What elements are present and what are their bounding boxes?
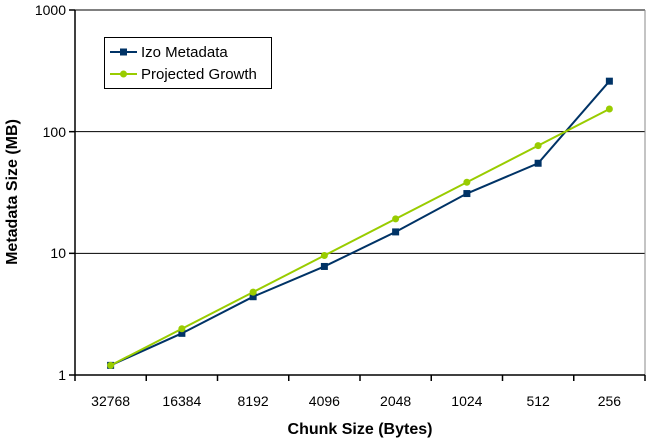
data-marker-circle: [463, 178, 471, 186]
data-marker-square: [178, 329, 186, 337]
y-tick-label: 1: [58, 367, 66, 383]
x-tick-label: 1024: [451, 393, 483, 409]
x-axis-title: Chunk Size (Bytes): [287, 421, 433, 438]
series-line-1: [110, 108, 610, 367]
data-marker-circle: [392, 215, 400, 223]
x-tick-label: 8192: [237, 393, 269, 409]
legend-swatch-circle-icon: [110, 70, 137, 78]
legend-marker-square: [120, 48, 127, 56]
legend-item: Izo Metadata: [109, 41, 267, 63]
legend-item: Projected Growth: [109, 63, 267, 85]
legend-swatch-square-icon: [110, 48, 137, 56]
series-line-0: [110, 80, 611, 367]
data-marker-circle: [605, 105, 613, 113]
y-tick-label: 10: [50, 245, 66, 262]
x-tick-label: 2048: [380, 393, 412, 409]
data-marker-circle: [320, 251, 328, 259]
x-tick-label: 32768: [91, 393, 131, 409]
y-tick-label: 100: [42, 123, 66, 140]
x-tick-label: 16384: [162, 393, 202, 409]
legend-marker-circle: [120, 70, 127, 78]
legend-label: Izo Metadata: [141, 43, 228, 61]
data-marker-circle: [534, 142, 542, 150]
x-tick-label: 256: [597, 393, 622, 409]
x-tick-label: 4096: [308, 393, 340, 409]
legend: Izo Metadata Projected Growth: [104, 37, 272, 89]
legend-label: Projected Growth: [141, 65, 257, 83]
y-tick-label: 1000: [34, 2, 66, 18]
data-marker-circle: [178, 325, 186, 333]
data-marker-square: [534, 159, 542, 167]
data-marker-square: [463, 190, 471, 198]
data-marker-square: [320, 262, 328, 270]
data-marker-circle: [107, 361, 115, 369]
data-marker-square: [605, 77, 613, 85]
x-tick-label: 512: [526, 393, 550, 409]
data-marker-square: [249, 293, 257, 301]
data-marker-circle: [249, 288, 257, 296]
y-axis-title: Metadata Size (MB): [4, 119, 21, 265]
data-marker-square: [392, 228, 400, 236]
